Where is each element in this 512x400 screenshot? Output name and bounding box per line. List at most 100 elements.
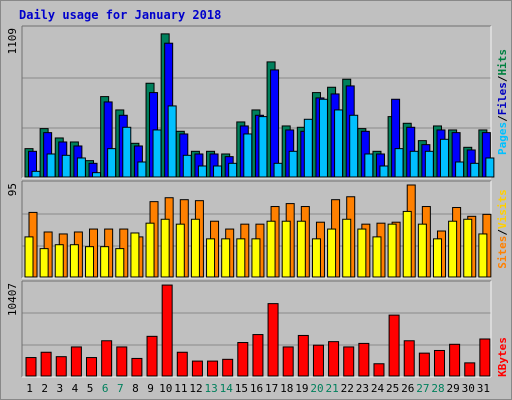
pages-bar bbox=[228, 162, 238, 178]
chart-title: Daily usage for January 2018 bbox=[19, 8, 222, 22]
sites-bar bbox=[130, 232, 140, 278]
kbytes-bar bbox=[252, 334, 264, 377]
kbytes-bar bbox=[358, 342, 370, 377]
kbytes-bar bbox=[328, 341, 340, 377]
pages-bar bbox=[470, 162, 480, 178]
pages-bar bbox=[334, 109, 344, 178]
x-tick-label: 3 bbox=[57, 382, 64, 395]
kbytes-bar bbox=[433, 349, 445, 377]
sites-bar bbox=[24, 236, 34, 278]
pages-bar bbox=[137, 161, 147, 178]
x-tick-label: 6 bbox=[102, 382, 109, 395]
kbytes-bar bbox=[40, 351, 52, 377]
sites-bar bbox=[69, 244, 79, 278]
legend-sites-visits: Sites/Visits bbox=[496, 189, 509, 269]
pages-bar bbox=[379, 165, 389, 178]
sites-bar bbox=[327, 228, 337, 278]
sites-bar bbox=[281, 220, 291, 278]
x-tick-label: 19 bbox=[295, 382, 308, 395]
pages-bar bbox=[364, 153, 374, 178]
kbytes-bar bbox=[343, 346, 355, 377]
y-axis-max-label-3: 10407 bbox=[6, 283, 19, 316]
kbytes-bar bbox=[176, 351, 188, 377]
pages-bar bbox=[243, 133, 253, 178]
x-tick-label: 23 bbox=[356, 382, 369, 395]
x-tick-label: 10 bbox=[159, 382, 172, 395]
sites-bar bbox=[417, 223, 427, 278]
x-tick-label: 21 bbox=[326, 382, 339, 395]
pages-bar bbox=[92, 172, 102, 178]
x-tick-label: 8 bbox=[132, 382, 139, 395]
kbytes-bar bbox=[222, 358, 234, 377]
kbytes-bar bbox=[55, 356, 67, 377]
x-tick-label: 25 bbox=[386, 382, 399, 395]
sites-bar bbox=[266, 220, 276, 278]
pages-bar bbox=[349, 114, 359, 178]
pages-bar bbox=[394, 148, 404, 178]
x-tick-label: 27 bbox=[416, 382, 429, 395]
kbytes-bar bbox=[267, 303, 279, 377]
x-tick-label: 18 bbox=[280, 382, 293, 395]
sites-bar bbox=[115, 248, 125, 278]
kbytes-bar bbox=[312, 344, 324, 377]
x-tick-label: 17 bbox=[265, 382, 278, 395]
x-tick-label: 24 bbox=[371, 382, 385, 395]
sites-bar bbox=[145, 222, 155, 278]
x-tick-label: 2 bbox=[41, 382, 48, 395]
x-tick-label: 14 bbox=[220, 382, 234, 395]
pages-bar bbox=[122, 126, 132, 178]
pages-bar bbox=[455, 161, 465, 178]
pages-bar bbox=[258, 116, 268, 178]
legend-hits-files-pages: Pages/Files/Hits bbox=[496, 49, 509, 155]
legend-entry: Sites bbox=[496, 236, 509, 269]
sites-bar bbox=[342, 218, 352, 278]
sites-bar bbox=[311, 238, 321, 278]
pages-bar bbox=[318, 98, 328, 178]
kbytes-bar bbox=[297, 334, 309, 377]
kbytes-bar bbox=[191, 360, 203, 377]
pages-bar bbox=[424, 150, 434, 178]
sites-bar bbox=[463, 218, 473, 278]
y-axis-max-label-2: 95 bbox=[6, 183, 19, 196]
pages-bar bbox=[76, 157, 86, 178]
x-tick-label: 4 bbox=[72, 382, 79, 395]
sites-bar bbox=[357, 228, 367, 278]
kbytes-bar bbox=[449, 343, 461, 377]
x-tick-label: 22 bbox=[341, 382, 354, 395]
x-tick-label: 7 bbox=[117, 382, 124, 395]
x-tick-label: 5 bbox=[87, 382, 94, 395]
kbytes-bar bbox=[464, 362, 476, 377]
pages-bar bbox=[31, 170, 41, 178]
x-tick-label: 16 bbox=[250, 382, 263, 395]
sites-bar bbox=[402, 210, 412, 278]
sites-bar bbox=[85, 246, 95, 278]
x-tick-label: 15 bbox=[235, 382, 248, 395]
y-axis-max-label-1: 1109 bbox=[6, 28, 19, 55]
sites-bar bbox=[251, 238, 261, 278]
x-tick-label: 26 bbox=[401, 382, 414, 395]
pages-bar bbox=[46, 153, 56, 178]
sites-bar bbox=[387, 223, 397, 278]
kbytes-bar bbox=[282, 346, 294, 377]
kbytes-bar bbox=[116, 346, 128, 377]
sites-bar bbox=[478, 233, 488, 278]
pages-bar bbox=[439, 138, 449, 178]
pages-bar bbox=[167, 105, 177, 178]
kbytes-bar bbox=[101, 340, 113, 377]
pages-bar bbox=[303, 118, 313, 178]
legend-entry: / bbox=[496, 75, 509, 82]
x-tick-label: 13 bbox=[204, 382, 217, 395]
kbytes-bar bbox=[403, 340, 415, 377]
kbytes-bar bbox=[146, 335, 158, 377]
sites-bar bbox=[100, 246, 110, 278]
sites-bar bbox=[39, 248, 49, 278]
kbytes-bar bbox=[86, 357, 98, 377]
x-tick-label: 29 bbox=[447, 382, 460, 395]
kbytes-bar bbox=[131, 357, 143, 377]
sites-bar bbox=[54, 244, 64, 278]
sites-bar bbox=[206, 238, 216, 278]
kbytes-bar bbox=[207, 360, 219, 377]
sites-bar bbox=[448, 220, 458, 278]
sites-bar bbox=[221, 238, 231, 278]
